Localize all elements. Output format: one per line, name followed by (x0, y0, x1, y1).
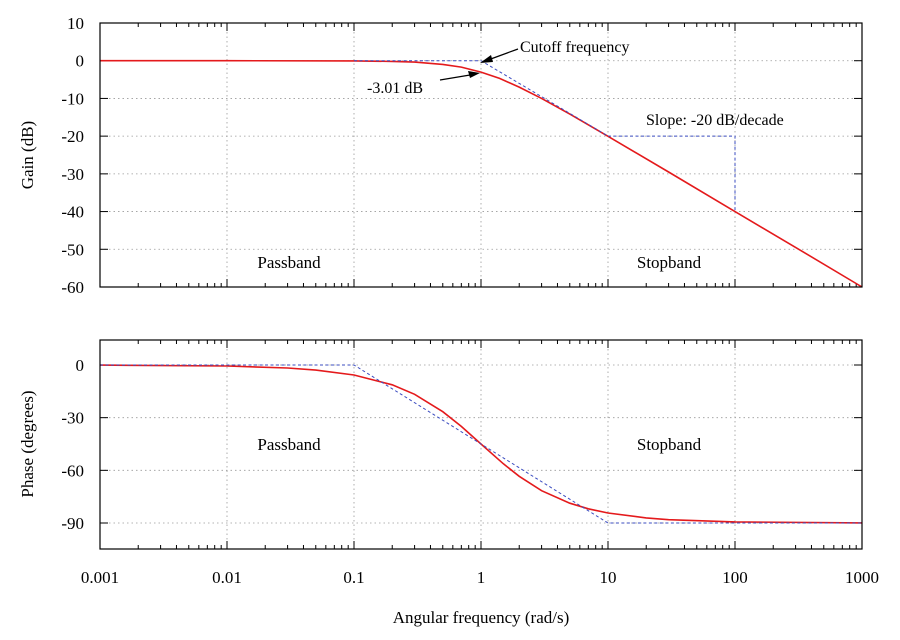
gain-y-tick-label: -40 (61, 203, 84, 222)
gain-stopband-label: Stopband (637, 253, 702, 272)
phase-series (99, 364, 863, 524)
phase-y-ticks: 0 -30 -60 -90 (61, 356, 862, 533)
minus-3db-arrow-line (439, 74, 471, 81)
gain-y-tick-label: -10 (61, 89, 84, 108)
phase-y-tick-label: 0 (76, 356, 85, 375)
x-tick-label: 0.1 (343, 568, 364, 587)
slope-label: Slope: -20 dB/decade (646, 112, 784, 129)
x-tick-label: 1000 (845, 568, 879, 587)
slope-triangle (608, 135, 736, 212)
phase-asymptote-line (100, 364, 862, 524)
gain-y-tick-label: -50 (61, 240, 84, 259)
phase-y-tick-label: -60 (61, 461, 84, 480)
gain-y-tick-label: 10 (67, 14, 84, 33)
gain-y-tick-label: -20 (61, 127, 84, 146)
phase-y-tick-label: -90 (61, 514, 84, 533)
gain-y-tick-label: -30 (61, 165, 84, 184)
x-axis-title: Angular frequency (rad/s) (393, 608, 570, 627)
gain-y-ticks: 10 0 -10 -20 -30 -40 -50 -60 (61, 14, 862, 297)
x-tick-label: 10 (600, 568, 617, 587)
cutoff-frequency-label: Cutoff frequency (520, 39, 629, 56)
gain-passband-label: Passband (257, 253, 321, 272)
x-tick-labels: 0.001 0.01 0.1 1 10 100 1000 (81, 568, 879, 587)
phase-exact-line (99, 364, 863, 524)
phase-x-ticks (99, 340, 863, 549)
cutoff-annotation: Cutoff frequency (480, 39, 629, 63)
gain-series (100, 59, 863, 288)
cutoff-arrow-line (487, 48, 519, 61)
cutoff-arrow-head (480, 55, 493, 63)
gain-grid (100, 23, 862, 287)
phase-frame (99, 339, 863, 550)
gain-exact-line (100, 59, 863, 288)
x-tick-label: 0.01 (212, 568, 242, 587)
gain-frame (99, 22, 863, 288)
phase-passband-label: Passband (257, 435, 321, 454)
gain-y-axis-title: Gain (dB) (18, 121, 37, 189)
x-tick-label: 0.001 (81, 568, 119, 587)
minus-3db-arrow-head (468, 71, 480, 78)
gain-panel: 100-10-20-30-40-50-60 Passband Stopband … (18, 14, 863, 297)
minus-3db-annotation: -3.01 dB (367, 71, 480, 97)
phase-y-axis-title: Phase (degrees) (18, 390, 37, 497)
gain-y-tick-label: 0 (76, 52, 85, 71)
phase-panel: 0 -30 -60 -90 Passband Stopband Phase (degr… (18, 339, 863, 550)
x-tick-label: 1 (477, 568, 486, 587)
phase-stopband-label: Stopband (637, 435, 702, 454)
minus-3db-label: -3.01 dB (367, 80, 423, 97)
gain-y-tick-label: -60 (61, 278, 84, 297)
gain-asymptote-line (354, 60, 609, 137)
x-tick-label: 100 (722, 568, 748, 587)
phase-y-tick-label: -30 (61, 409, 84, 428)
